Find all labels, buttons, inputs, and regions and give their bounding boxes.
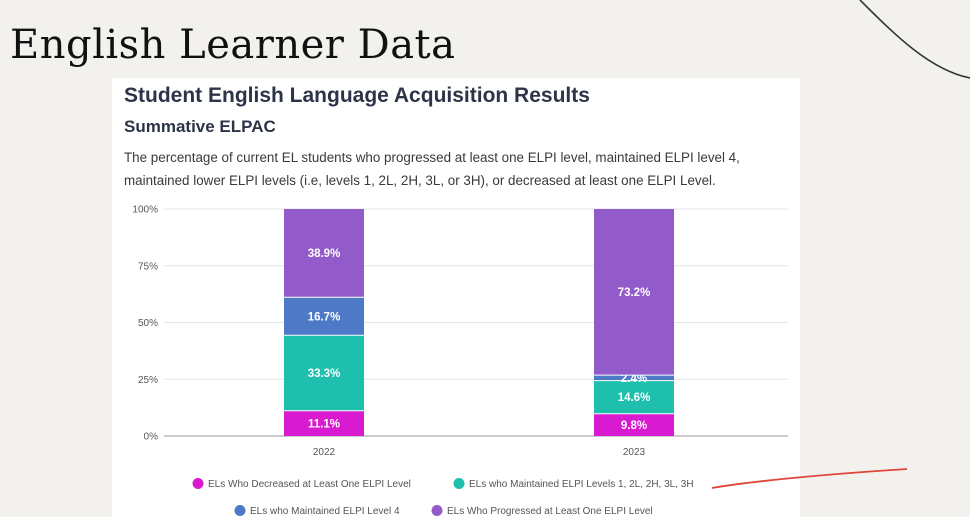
bar-segment xyxy=(594,413,674,436)
data-label: 16.7% xyxy=(308,311,341,323)
data-label: 11.1% xyxy=(308,418,340,430)
y-tick-label: 0% xyxy=(144,432,159,443)
y-tick-label: 50% xyxy=(138,318,158,329)
data-label: 9.8% xyxy=(621,420,647,432)
data-label: 2.4% xyxy=(621,373,647,385)
x-tick-label: 2022 xyxy=(313,447,336,458)
y-tick-label: 75% xyxy=(138,261,158,272)
legend-label: ELs who Maintained ELPI Level 4 xyxy=(250,506,400,517)
x-tick-label: 2023 xyxy=(623,447,646,458)
legend-marker xyxy=(234,505,246,516)
stacked-bar-chart: 0% 25% 50% 75% 100% 11.1% 33.3% 16.7% 38.9% 2022 9… xyxy=(132,205,788,517)
legend-label: ELs Who Progressed at Least One ELPI Lev… xyxy=(447,506,653,517)
legend-label: ELs who Maintained ELPI Levels 1, 2L, 2H… xyxy=(469,479,694,490)
bar-segment xyxy=(284,335,364,411)
data-label: 38.9% xyxy=(308,248,341,260)
legend-marker xyxy=(192,478,204,489)
bar-segment xyxy=(594,209,674,376)
card-description: The percentage of current EL students wh… xyxy=(124,150,740,188)
bar-segment xyxy=(284,209,364,298)
chart-card: Student English Language Acquisition Res… xyxy=(112,78,800,517)
legend-marker xyxy=(453,478,465,489)
bar-segment xyxy=(594,380,674,414)
slide-title: English Learner Data xyxy=(10,22,456,68)
bar-segment xyxy=(594,375,674,381)
bar-segment xyxy=(284,410,364,436)
data-label: 14.6% xyxy=(618,392,651,404)
data-label: 33.3% xyxy=(308,368,341,380)
bar-segment xyxy=(284,297,364,336)
legend-marker xyxy=(431,505,443,516)
legend-label: ELs Who Decreased at Least One ELPI Leve… xyxy=(208,479,411,490)
data-label: 73.2% xyxy=(618,287,651,299)
y-tick-label: 25% xyxy=(138,375,158,386)
y-tick-label: 100% xyxy=(132,205,158,216)
card-subtitle: Summative ELPAC xyxy=(124,117,276,136)
card-title: Student English Language Acquisition Res… xyxy=(124,84,590,107)
